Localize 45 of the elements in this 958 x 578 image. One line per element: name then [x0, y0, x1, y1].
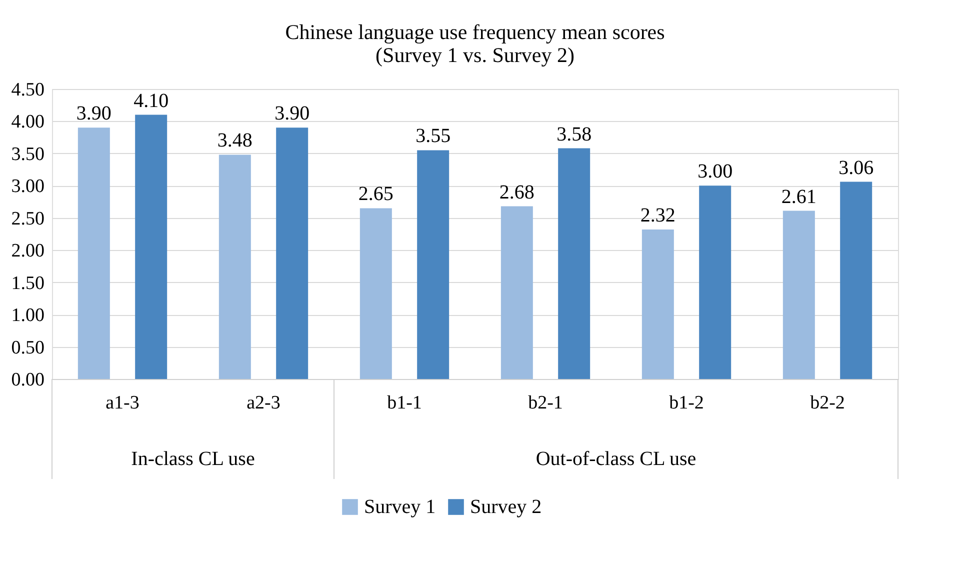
y-tick-label: 0.00	[11, 370, 44, 390]
y-tick-label: 1.50	[11, 272, 44, 294]
data-label: 2.68	[499, 181, 534, 204]
x-tick-label: a1-3	[106, 392, 140, 414]
data-label: 3.06	[838, 156, 874, 179]
data-label: 4.10	[134, 90, 169, 112]
y-tick-label: 0.50	[11, 337, 44, 358]
bar	[135, 114, 168, 379]
bar	[218, 154, 251, 379]
data-label: 3.90	[274, 102, 310, 125]
data-label: 3.55	[416, 125, 451, 148]
text: Out-of-class CL use	[536, 448, 696, 470]
chart-title: Chinese language use frequency mean scores (Survey 1 vs. Survey 2)	[285, 20, 665, 67]
data-label: 2.32	[640, 204, 676, 226]
y-tick-label: 4.00	[11, 112, 44, 133]
x-tick-label: b1-1	[387, 392, 422, 414]
legend-label: Survey 2	[470, 496, 542, 518]
x-tick-label: a2-3	[246, 392, 280, 414]
y-tick-label: 3.50	[11, 144, 44, 165]
legend-label: Survey 1	[364, 496, 436, 518]
y-tick-label: 2.50	[11, 208, 44, 230]
y-tick-label: 2.00	[11, 240, 44, 262]
data-label: 3.58	[556, 123, 592, 146]
bar	[276, 128, 308, 379]
bar	[558, 148, 590, 379]
data-label: 2.61	[781, 186, 816, 208]
bar	[78, 128, 110, 379]
x-tick-label: b1-2	[669, 392, 704, 414]
x-tick-label: b2-2	[810, 392, 845, 414]
bar	[840, 182, 872, 379]
data-label: 3.90	[76, 102, 112, 125]
data-label: 2.65	[358, 183, 394, 206]
text: In-class CL use	[131, 448, 255, 470]
bar	[782, 210, 815, 379]
bar	[699, 186, 732, 379]
bar	[500, 206, 533, 379]
bar	[360, 208, 392, 379]
y-tick-label: 4.50	[11, 80, 44, 100]
bar	[417, 150, 450, 379]
y-tick-label: 1.00	[11, 305, 44, 326]
data-label: 3.00	[698, 160, 733, 183]
data-label: 3.48	[217, 130, 252, 152]
bar	[642, 229, 674, 379]
x-tick-label: b2-1	[528, 392, 563, 414]
y-tick-label: 3.00	[11, 176, 44, 198]
